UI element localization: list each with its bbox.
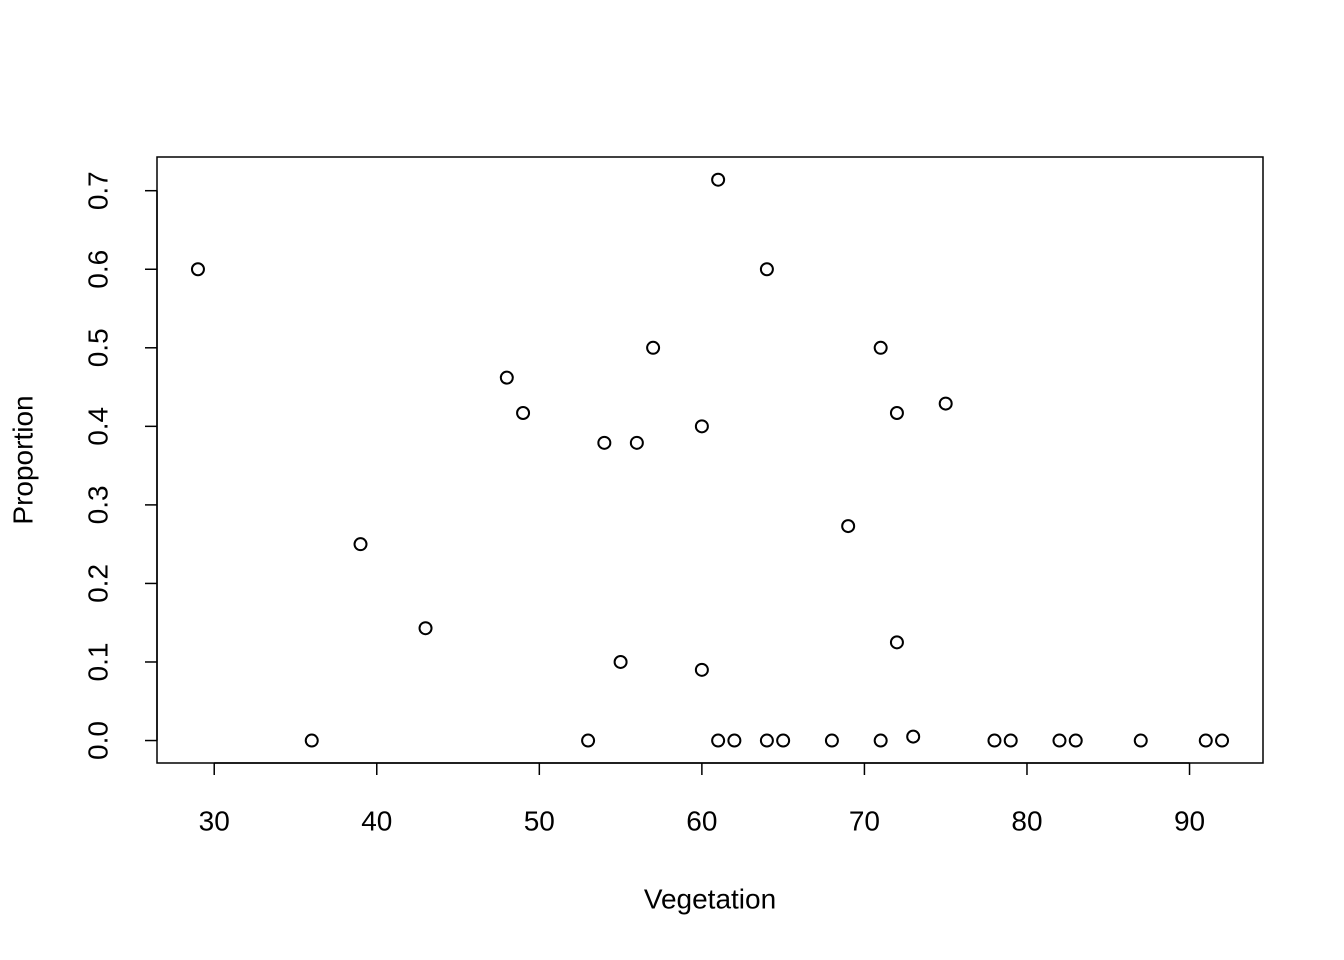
point bbox=[759, 262, 774, 277]
x-tick-label: 60 bbox=[686, 805, 717, 836]
point bbox=[597, 435, 612, 450]
point bbox=[1215, 733, 1230, 748]
plot-box bbox=[156, 156, 1264, 764]
y-tick-label: 0.0 bbox=[82, 721, 113, 760]
point bbox=[889, 405, 904, 420]
y-tick-label: 0.7 bbox=[82, 171, 113, 210]
point bbox=[694, 419, 709, 434]
x-tick-label: 70 bbox=[849, 805, 880, 836]
point bbox=[759, 733, 774, 748]
point bbox=[1198, 733, 1213, 748]
point bbox=[646, 340, 661, 355]
x-axis-title: Vegetation bbox=[644, 883, 776, 914]
point bbox=[499, 370, 514, 385]
x-tick-label: 50 bbox=[524, 805, 555, 836]
point bbox=[987, 733, 1002, 748]
x-tick-label: 90 bbox=[1174, 805, 1205, 836]
point bbox=[613, 654, 628, 669]
y-tick-label: 0.2 bbox=[82, 564, 113, 603]
point bbox=[711, 172, 726, 187]
point bbox=[1133, 733, 1148, 748]
point bbox=[353, 537, 368, 552]
point bbox=[889, 635, 904, 650]
point bbox=[711, 733, 726, 748]
point bbox=[304, 733, 319, 748]
point bbox=[581, 733, 596, 748]
point bbox=[694, 662, 709, 677]
point bbox=[418, 621, 433, 636]
point bbox=[873, 733, 888, 748]
point bbox=[873, 340, 888, 355]
y-tick-label: 0.6 bbox=[82, 250, 113, 289]
y-axis-title: Proportion bbox=[7, 395, 38, 524]
point bbox=[1052, 733, 1067, 748]
y-tick-label: 0.1 bbox=[82, 643, 113, 682]
y-tick-label: 0.4 bbox=[82, 407, 113, 446]
point bbox=[906, 729, 921, 744]
point bbox=[824, 733, 839, 748]
y-tick-label: 0.3 bbox=[82, 485, 113, 524]
y-tick-label: 0.5 bbox=[82, 328, 113, 367]
point bbox=[776, 733, 791, 748]
point bbox=[938, 396, 953, 411]
point bbox=[841, 519, 856, 534]
point bbox=[727, 733, 742, 748]
x-tick-label: 40 bbox=[361, 805, 392, 836]
point bbox=[1003, 733, 1018, 748]
x-tick-label: 30 bbox=[199, 805, 230, 836]
point bbox=[516, 405, 531, 420]
point bbox=[629, 435, 644, 450]
point bbox=[1068, 733, 1083, 748]
point bbox=[190, 262, 205, 277]
x-tick-label: 80 bbox=[1011, 805, 1042, 836]
